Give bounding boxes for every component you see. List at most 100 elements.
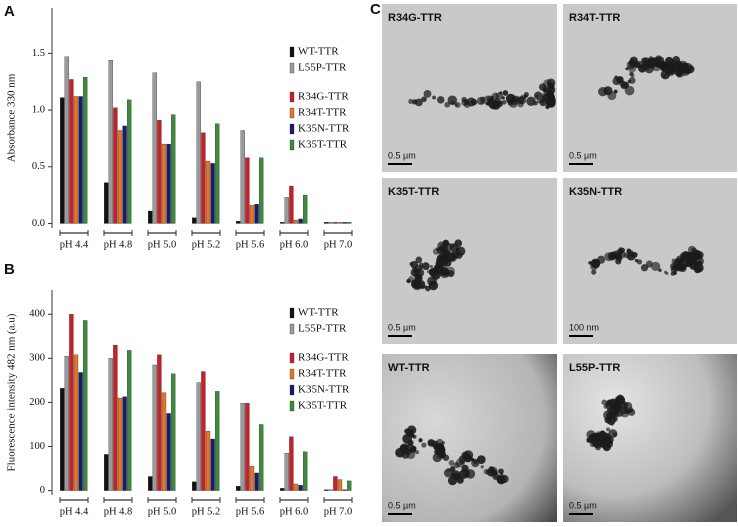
legend-swatch [289,352,295,364]
bar [303,194,308,224]
aggregate [591,269,597,275]
bar [83,77,88,224]
aggregate [672,56,681,65]
scale-label: 0.5 µm [388,322,416,332]
aggregate [501,96,505,100]
aggregate [613,89,618,94]
aggregate [681,64,686,69]
micrograph-label: WT-TTR [388,362,430,374]
scale-label: 100 nm [569,322,599,332]
aggregate [480,100,485,105]
bar [104,182,109,224]
bar [69,314,74,491]
aggregate [608,429,618,439]
bar [117,397,123,491]
y-tick-label: 0 [40,485,45,496]
bar [289,185,294,224]
aggregate [425,285,431,292]
aggregate [603,404,609,409]
aggregate [488,99,499,110]
aggregate [439,244,449,254]
bar [192,217,197,224]
bar [157,354,162,491]
legend-label: R34G-TTR [298,352,349,364]
x-tick-label: pH 5.6 [236,239,265,250]
aggregate [601,399,608,406]
bar [245,157,250,224]
legend-label: K35T-TTR [298,139,348,151]
aggregate [589,437,597,444]
bar [333,222,338,224]
bar [337,222,343,224]
scale-label: 0.5 µm [569,500,597,510]
bar [342,489,347,491]
aggregate [421,96,427,103]
panel-label: A [4,3,15,20]
bar [122,396,127,491]
aggregate [676,69,683,77]
aggregate [444,101,450,108]
bar [303,451,308,491]
x-tick-label: pH 5.2 [192,239,221,250]
bar [210,163,215,224]
legend-label: WT-TTR [298,46,339,58]
bar [113,344,118,491]
bar [259,424,264,491]
bar [293,219,299,224]
legend-swatch [289,139,295,151]
bar [73,354,79,491]
aggregate [418,438,423,443]
bar [201,371,206,491]
bar [347,480,352,491]
bar [104,454,109,491]
bar [127,99,132,224]
bar [333,476,338,491]
legend-swatch [289,368,295,380]
bar [254,204,259,224]
aggregate [620,81,629,90]
bar [196,382,201,491]
bar [236,486,241,491]
micrograph: R34T-TTR 0.5 µm [563,4,737,172]
aggregate [499,91,503,95]
aggregate [432,248,440,255]
bar [240,403,245,491]
legend-label: K35N-TTR [298,384,350,396]
aggregate [410,260,419,269]
y-tick-label: 300 [29,353,45,364]
micrograph-label: K35N-TTR [569,186,622,198]
bar [249,205,255,224]
aggregate [483,468,490,475]
legend-label: L55P-TTR [298,62,347,74]
legend-swatch [289,62,295,74]
aggregate [406,278,411,284]
aggregate [433,264,443,274]
bar [78,96,83,224]
bar [64,56,69,224]
aggregate [631,252,638,258]
aggregate [628,77,636,84]
legend-label: L55P-TTR [298,323,347,335]
micrograph-label: R34T-TTR [569,12,620,24]
aggregate [421,442,427,448]
aggregate [414,450,420,455]
aggregate [623,402,628,407]
y-tick-label: 400 [29,309,45,320]
aggregate [423,90,432,98]
scale-label: 0.5 µm [388,500,416,510]
bar [148,210,153,224]
aggregate [471,458,480,468]
bar [215,123,220,224]
bar [254,472,259,491]
bar [161,392,167,491]
aggregate [454,101,461,108]
aggregate [439,260,446,267]
bar [148,476,153,491]
aggregate [665,271,669,275]
legend-label: K35T-TTR [298,400,348,412]
bar [152,72,157,224]
bar [324,222,329,224]
aggregate [470,98,478,106]
bar [73,96,79,224]
bar [60,97,65,224]
